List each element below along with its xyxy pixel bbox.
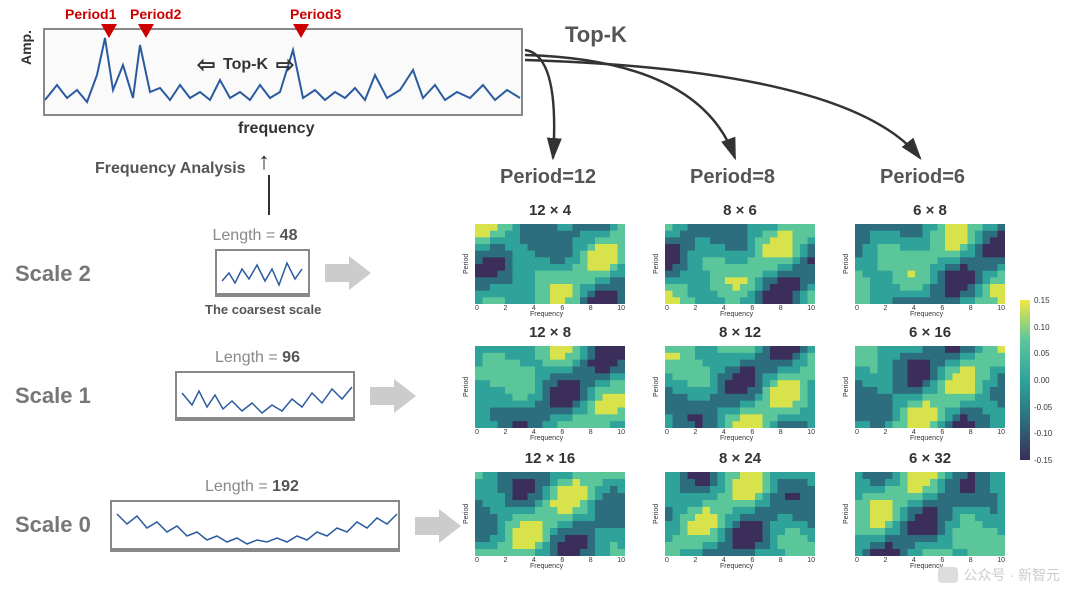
timeseries-box-0 [215, 249, 310, 297]
hm-xticks-0-0: 0246810 [475, 305, 625, 312]
arrow-left-icon: ⇦ [197, 52, 215, 78]
colorbar-tick-5: -0.10 [1034, 429, 1052, 438]
hm-xlabel-0-2: Frequency [910, 311, 943, 318]
heatmap-title-1-0: 12 × 8 [500, 324, 600, 341]
length-label-1: Length = 96 [215, 349, 300, 367]
timeseries-box-2 [110, 500, 400, 552]
frequency-analysis-label: Frequency Analysis [95, 160, 246, 178]
heatmap-title-1-1: 8 × 12 [690, 324, 790, 341]
hm-xlabel-1-0: Frequency [530, 435, 563, 442]
frequency-axis-label: frequency [238, 120, 314, 138]
up-arrow-icon: ↑ [258, 148, 270, 176]
heatmap [665, 472, 815, 556]
coarsest-scale-label: The coarsest scale [205, 302, 321, 317]
hm-xticks-2-1: 0246810 [665, 557, 815, 564]
colorbar [1020, 300, 1030, 460]
watermark-text: 公众号 · 新智元 [964, 565, 1060, 585]
amp-axis-label: Amp. [18, 30, 34, 65]
hm-ylabel-1-1: Period [653, 377, 660, 397]
arrow-body-0 [325, 264, 349, 282]
period-marker-1 [101, 24, 117, 38]
hm-ylabel-2-0: Period [463, 504, 470, 524]
timeseries-box-1 [175, 371, 355, 421]
length-label-2: Length = 192 [205, 478, 299, 496]
heatmap [475, 472, 625, 556]
wechat-icon [938, 567, 958, 583]
hm-xticks-2-2: 0246810 [855, 557, 1005, 564]
period-label-2: Period2 [130, 6, 181, 22]
arrow-head-2 [439, 509, 461, 543]
hm-ylabel-0-1: Period [653, 254, 660, 274]
hm-ylabel-0-2: Period [843, 254, 850, 274]
hm-ylabel-2-2: Period [843, 504, 850, 524]
hm-xlabel-0-0: Frequency [530, 311, 563, 318]
scale-label-0: Scale 2 [15, 261, 91, 287]
period-marker-2 [138, 24, 154, 38]
length-label-0: Length = 48 [213, 227, 298, 245]
arrow-head-1 [394, 379, 416, 413]
arrow-head-0 [349, 256, 371, 290]
topk-heading: Top-K [565, 22, 627, 48]
topk-center-label: Top-K [223, 56, 268, 74]
up-arrow-stem [268, 175, 270, 215]
period-header-2: Period=6 [880, 166, 965, 189]
heatmap-title-0-0: 12 × 4 [500, 202, 600, 219]
period-marker-3 [293, 24, 309, 38]
heatmap [475, 224, 625, 304]
hm-xlabel-1-2: Frequency [910, 435, 943, 442]
hm-ylabel-2-1: Period [653, 504, 660, 524]
hm-xticks-0-1: 0246810 [665, 305, 815, 312]
hm-ylabel-1-0: Period [463, 377, 470, 397]
heatmap-title-2-0: 12 × 16 [500, 450, 600, 467]
colorbar-tick-4: -0.05 [1034, 403, 1052, 412]
heatmap [855, 346, 1005, 428]
colorbar-tick-6: -0.15 [1034, 456, 1052, 465]
colorbar-tick-1: 0.10 [1034, 323, 1050, 332]
colorbar-tick-2: 0.05 [1034, 349, 1050, 358]
heatmap [665, 346, 815, 428]
hm-xlabel-2-0: Frequency [530, 563, 563, 570]
hm-xticks-0-2: 0246810 [855, 305, 1005, 312]
heatmap [475, 346, 625, 428]
heatmap [665, 224, 815, 304]
heatmap-title-0-2: 6 × 8 [880, 202, 980, 219]
colorbar-tick-3: 0.00 [1034, 376, 1050, 385]
arrow-right-icon: ⇨ [276, 52, 294, 78]
heatmap-title-1-2: 6 × 16 [880, 324, 980, 341]
period-header-0: Period=12 [500, 166, 596, 189]
hm-xticks-2-0: 0246810 [475, 557, 625, 564]
hm-ylabel-0-0: Period [463, 254, 470, 274]
hm-xlabel-0-1: Frequency [720, 311, 753, 318]
heatmap-title-2-2: 6 × 32 [880, 450, 980, 467]
period-label-1: Period1 [65, 6, 116, 22]
arrow-body-2 [415, 517, 439, 535]
hm-xticks-1-2: 0246810 [855, 429, 1005, 436]
heatmap-title-0-1: 8 × 6 [690, 202, 790, 219]
period-label-3: Period3 [290, 6, 341, 22]
hm-xticks-1-0: 0246810 [475, 429, 625, 436]
heatmap [855, 472, 1005, 556]
watermark: 公众号 · 新智元 [938, 565, 1060, 585]
scale-label-2: Scale 0 [15, 512, 91, 538]
hm-xlabel-1-1: Frequency [720, 435, 753, 442]
heatmap-title-2-1: 8 × 24 [690, 450, 790, 467]
arrow-body-1 [370, 387, 394, 405]
heatmap [855, 224, 1005, 304]
hm-ylabel-1-2: Period [843, 377, 850, 397]
colorbar-tick-0: 0.15 [1034, 296, 1050, 305]
period-header-1: Period=8 [690, 166, 775, 189]
hm-xticks-1-1: 0246810 [665, 429, 815, 436]
scale-label-1: Scale 1 [15, 383, 91, 409]
hm-xlabel-2-1: Frequency [720, 563, 753, 570]
